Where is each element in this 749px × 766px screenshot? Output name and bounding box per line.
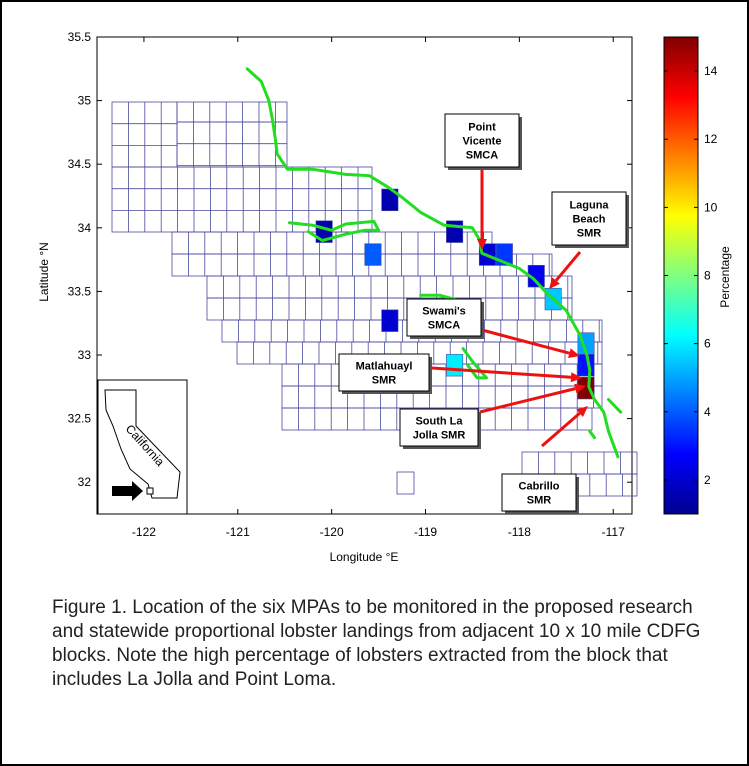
x-tick-label: -120 (320, 525, 344, 539)
annotation-laguna-beach: Laguna Beach SMR (549, 191, 629, 289)
annotation-arrow (431, 366, 572, 379)
grid-block (396, 471, 415, 495)
y-axis-label: Latitude °N (37, 242, 51, 302)
data-block (446, 354, 464, 377)
california-inset: California (97, 379, 188, 515)
annotation-label: Beach (572, 214, 605, 226)
annotation-label: South La (415, 416, 463, 428)
annotation-label: Matlahuayl (356, 361, 413, 373)
arrow-head-icon (576, 406, 588, 417)
y-tick-label: 32.5 (68, 412, 92, 426)
coastline-layer (245, 67, 623, 459)
annotation-label: Cabrillo (519, 481, 560, 493)
x-axis-label: Longitude °E (330, 550, 399, 564)
annotation-arrow (541, 412, 581, 448)
annotation-label: Laguna (569, 200, 609, 212)
annotation-label: SMR (372, 375, 397, 387)
map-figure: -122 -121 -120 -119 -118 -117 32 32.5 33 33.5 34 34… (37, 30, 732, 564)
inset-marker (146, 487, 154, 495)
annotation-label: Vicente (463, 136, 502, 148)
annotation-box (406, 298, 482, 337)
x-tick-label: -121 (226, 525, 250, 539)
colorbar-tick-label: 4 (704, 405, 711, 419)
y-tick-label: 34 (78, 221, 92, 235)
x-tick-label: -118 (508, 525, 531, 539)
arrow-head-icon (574, 383, 586, 394)
annotation-cabrillo: Cabrillo SMR (501, 406, 588, 514)
coastline (245, 67, 620, 459)
annotation-box (399, 408, 479, 447)
annotation-label: Jolla SMR (413, 430, 466, 442)
annotation-label: SMCA (466, 150, 498, 162)
arrow-head-icon (549, 277, 560, 289)
colorbar-tick-label: 2 (704, 473, 711, 487)
y-tick-label: 33.5 (68, 284, 92, 298)
annotation-south-la-jolla: South La Jolla SMR (399, 383, 586, 449)
x-tick-label: -117 (602, 525, 625, 539)
annotation-point-vicente: Point Vicente SMCA (444, 113, 522, 250)
annotation-box (551, 191, 627, 246)
x-tick-label: -119 (414, 525, 437, 539)
data-block (446, 220, 464, 243)
colorbar-tick-label: 8 (704, 269, 711, 283)
colorbar-ramp (663, 36, 699, 515)
colorbar-tick-label: 10 (704, 200, 718, 214)
x-tick-label: -122 (132, 525, 156, 539)
island (607, 398, 623, 414)
annotation-label: Point (468, 122, 496, 134)
annotation-label: SMR (527, 495, 552, 507)
annotation-box (444, 113, 520, 168)
annotation-label: SMR (577, 228, 602, 240)
annotation-arrow (554, 251, 582, 282)
arrow-head-icon (568, 348, 580, 359)
colorbar-tick-label: 12 (704, 132, 718, 146)
data-block (381, 309, 399, 332)
data-block (364, 243, 382, 266)
annotation-box (338, 353, 430, 392)
annotation-label: SMCA (428, 320, 460, 332)
axis-ticks: -122 -121 -120 -119 -118 -117 32 32.5 33 33.5 34 34… (68, 30, 632, 539)
annotation-matlahuayl: Matlahuayl SMR (338, 353, 582, 394)
mpa-annotations: Point Vicente SMCA Laguna Beach SMR Swami's SMC… (338, 113, 629, 514)
figure-caption: Figure 1. Location of the six MPAs to be… (52, 597, 701, 690)
inset-arrow-icon (112, 481, 143, 501)
colorbar-tick-label: 6 (704, 337, 711, 351)
y-tick-label: 34.5 (68, 157, 92, 171)
y-tick-label: 35 (78, 94, 92, 108)
annotation-arrow (481, 328, 570, 355)
island (461, 347, 488, 380)
arrow-head-icon (477, 239, 487, 250)
colorbar-ticks: 2 4 6 8 10 12 14 (664, 64, 718, 487)
y-tick-label: 35.5 (68, 30, 92, 44)
y-tick-label: 33 (78, 348, 92, 362)
island (588, 429, 596, 440)
arrow-head-icon (570, 372, 582, 383)
annotation-box (501, 473, 577, 512)
colorbar: 2 4 6 8 10 12 14 Percentage (663, 36, 732, 515)
annotation-label: Swami's (422, 306, 466, 318)
annotation-swamis: Swami's SMCA (406, 298, 580, 359)
y-tick-label: 32 (78, 475, 92, 489)
colorbar-tick-label: 14 (704, 64, 718, 78)
annotation-arrow (479, 387, 576, 414)
island (287, 219, 381, 242)
colorbar-label: Percentage (718, 246, 732, 308)
